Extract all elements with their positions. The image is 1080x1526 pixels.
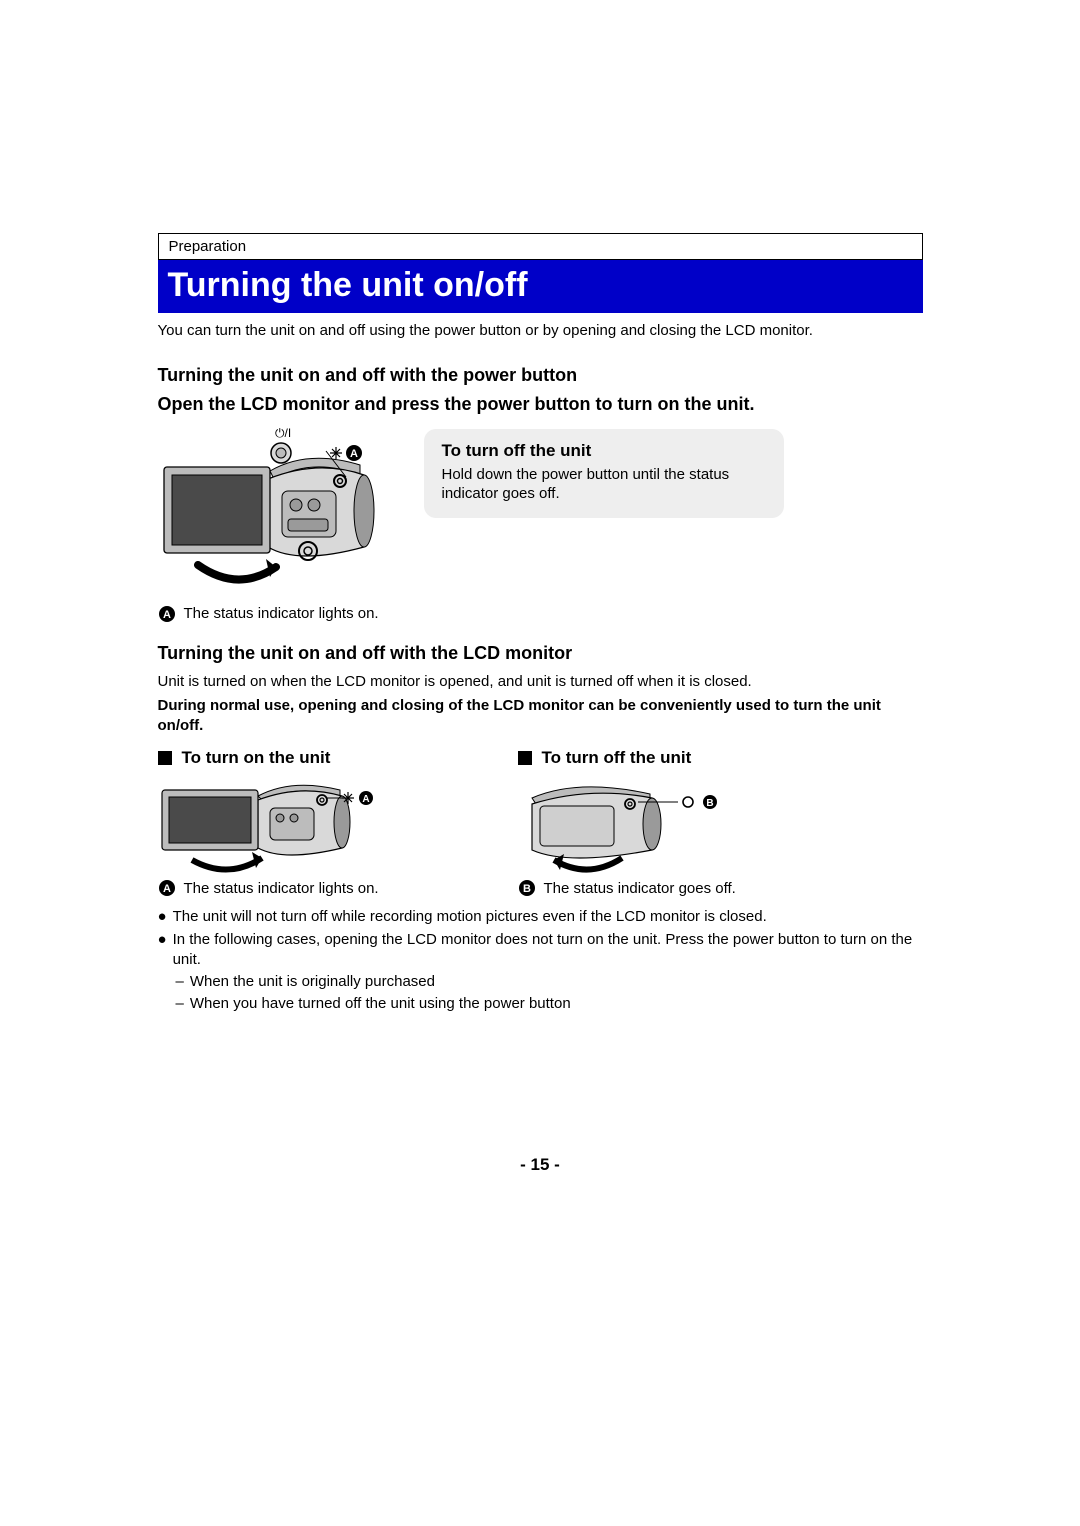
section1-caption-a: A The status indicator lights on. — [158, 605, 923, 623]
callout-body: Hold down the power button until the sta… — [442, 465, 766, 504]
circled-a-icon: A — [158, 605, 176, 623]
callout-title: To turn off the unit — [442, 441, 766, 461]
section2-caption-a: A The status indicator lights on. — [158, 879, 488, 897]
svg-text:A: A — [350, 448, 358, 460]
bullet-2: ● In the following cases, opening the LC… — [158, 930, 923, 971]
dash-icon: – — [176, 972, 184, 992]
document-page: Preparation Turning the unit on/off You … — [158, 0, 923, 1175]
svg-text:A: A — [362, 794, 369, 805]
caption-a-text: The status indicator lights on. — [184, 605, 379, 622]
dash-icon: – — [176, 994, 184, 1014]
section1-heading: Turning the unit on and off with the pow… — [158, 365, 923, 386]
bullet-1-text: The unit will not turn off while recordi… — [173, 907, 767, 927]
circled-a-icon: A — [158, 879, 176, 897]
bullet-dot-icon: ● — [158, 930, 167, 971]
section1-instruction: Open the LCD monitor and press the power… — [158, 394, 923, 415]
section2-two-col: To turn on the unit — [158, 748, 923, 897]
intro-text: You can turn the unit on and off using t… — [158, 321, 923, 341]
col-off-title-text: To turn off the unit — [542, 748, 692, 768]
svg-text:⏻/I: ⏻/I — [275, 426, 291, 440]
caption-b-text: The status indicator goes off. — [544, 880, 736, 897]
bullet-2-sub2-text: When you have turned off the unit using … — [190, 994, 571, 1014]
page-title-bar: Turning the unit on/off — [158, 260, 923, 313]
section2-heading: Turning the unit on and off with the LCD… — [158, 643, 923, 664]
bullet-1: ● The unit will not turn off while recor… — [158, 907, 923, 927]
camera-open-small-illustration: A — [158, 774, 378, 874]
section1-figure-row: ⏻/I A — [158, 425, 923, 595]
notes-bullets: ● The unit will not turn off while recor… — [158, 907, 923, 1014]
svg-text:B: B — [523, 883, 531, 895]
camera-closed-illustration: B — [518, 774, 728, 874]
page-number: - 15 - — [158, 1155, 923, 1175]
caption-a-text: The status indicator lights on. — [184, 880, 379, 897]
bullet-2-sub1: – When the unit is originally purchased — [158, 972, 923, 992]
section2-line2: During normal use, opening and closing o… — [158, 696, 923, 737]
bullet-2-text: In the following cases, opening the LCD … — [173, 930, 923, 971]
svg-text:B: B — [706, 798, 713, 809]
section2-caption-b: B The status indicator goes off. — [518, 879, 848, 897]
section2-line1: Unit is turned on when the LCD monitor i… — [158, 672, 923, 692]
bullet-2-sub2: – When you have turned off the unit usin… — [158, 994, 923, 1014]
turn-off-callout: To turn off the unit Hold down the power… — [424, 429, 784, 518]
col-on-title: To turn on the unit — [158, 748, 488, 768]
category-bar: Preparation — [158, 233, 923, 260]
svg-text:A: A — [163, 883, 171, 895]
col-turn-off: To turn off the unit — [518, 748, 848, 897]
category-text: Preparation — [169, 238, 247, 255]
svg-text:A: A — [163, 609, 171, 621]
col-on-title-text: To turn on the unit — [182, 748, 331, 768]
camera-open-large-illustration: ⏻/I A — [158, 425, 398, 595]
col-off-title: To turn off the unit — [518, 748, 848, 768]
bullet-dot-icon: ● — [158, 907, 167, 927]
page-title: Turning the unit on/off — [168, 266, 528, 304]
circled-b-icon: B — [518, 879, 536, 897]
col-turn-on: To turn on the unit — [158, 748, 488, 897]
bullet-2-sub1-text: When the unit is originally purchased — [190, 972, 435, 992]
